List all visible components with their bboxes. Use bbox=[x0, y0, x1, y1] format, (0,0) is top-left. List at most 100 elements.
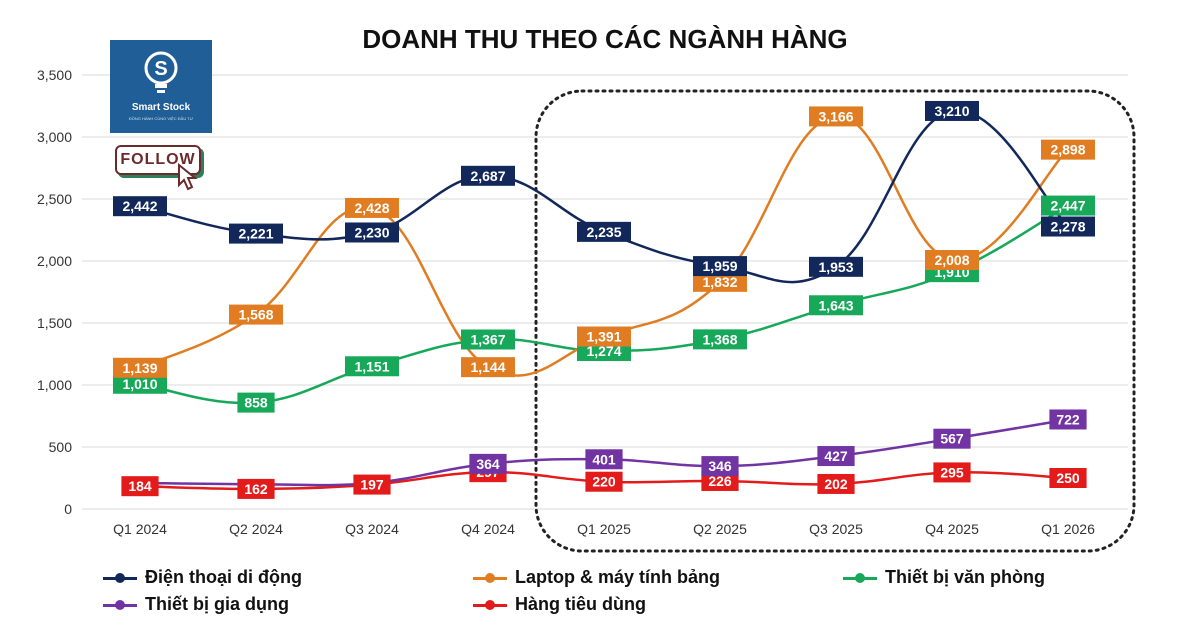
data-label-box bbox=[237, 478, 275, 499]
x-tick-label: Q4 2024 bbox=[461, 521, 515, 537]
data-label: 184 bbox=[128, 478, 152, 494]
x-tick-label: Q3 2025 bbox=[809, 521, 863, 537]
data-label-box bbox=[817, 446, 855, 467]
data-label-box bbox=[121, 476, 159, 497]
data-label-box bbox=[577, 221, 631, 242]
data-label-box bbox=[345, 197, 399, 218]
data-label-box bbox=[353, 474, 391, 495]
y-tick-label: 1,500 bbox=[37, 315, 72, 331]
data-label: 2,428 bbox=[354, 200, 389, 216]
legend-item-tieu-dung: Hàng tiêu dùng bbox=[473, 594, 646, 615]
logo-tagline: ĐỒNG HÀNH CÙNG VIỆC ĐẦU TƯ bbox=[128, 116, 194, 121]
data-label: 2,230 bbox=[354, 224, 389, 240]
data-label: 2,442 bbox=[122, 198, 157, 214]
follow-label: FOLLOW bbox=[120, 151, 196, 168]
data-label-box bbox=[693, 256, 747, 277]
data-label-box bbox=[345, 356, 399, 377]
data-label: 2,447 bbox=[1050, 198, 1085, 214]
data-label-box bbox=[113, 373, 167, 394]
legend-item-van-phong: Thiết bị văn phòng bbox=[843, 567, 1045, 588]
data-label-box bbox=[1041, 216, 1095, 237]
data-label: 427 bbox=[824, 448, 848, 464]
legend-label: Thiết bị gia dụng bbox=[145, 594, 289, 614]
data-label: 364 bbox=[476, 456, 500, 472]
data-label-box bbox=[469, 453, 507, 474]
data-label-box bbox=[925, 100, 979, 121]
chart-title: DOANH THU THEO CÁC NGÀNH HÀNG bbox=[362, 24, 848, 54]
x-tick-label: Q1 2024 bbox=[113, 521, 167, 537]
data-label-box bbox=[693, 271, 747, 292]
y-tick-label: 3,000 bbox=[37, 129, 72, 145]
data-label: 858 bbox=[244, 395, 268, 411]
data-label-box bbox=[461, 165, 515, 186]
data-label: 202 bbox=[824, 476, 848, 492]
x-tick-label: Q4 2025 bbox=[925, 521, 979, 537]
data-label-box bbox=[925, 250, 979, 271]
data-label: 1,568 bbox=[238, 307, 273, 323]
logo-name: Smart Stock bbox=[131, 102, 191, 113]
data-label: 401 bbox=[592, 451, 616, 467]
data-label-box bbox=[809, 256, 863, 277]
data-label: 226 bbox=[708, 473, 732, 489]
data-label: 1,144 bbox=[470, 359, 505, 375]
legend-label: Thiết bị văn phòng bbox=[885, 567, 1045, 587]
legend-label: Laptop & máy tính bảng bbox=[515, 567, 720, 587]
data-label: 2,278 bbox=[1050, 219, 1085, 235]
data-label: 2,235 bbox=[586, 224, 621, 240]
x-tick-label: Q2 2025 bbox=[693, 521, 747, 537]
follow-button[interactable]: FOLLOW bbox=[115, 145, 201, 191]
y-tick-label: 0 bbox=[64, 501, 72, 517]
legend-item-laptop: Laptop & máy tính bảng bbox=[473, 567, 720, 588]
data-label: 1,953 bbox=[818, 259, 853, 275]
data-label-box bbox=[577, 326, 631, 347]
x-tick-label: Q3 2024 bbox=[345, 521, 399, 537]
data-label: 1,391 bbox=[586, 329, 621, 345]
data-label: 295 bbox=[940, 464, 964, 480]
data-label: 1,367 bbox=[470, 331, 505, 347]
x-tick-label: Q1 2026 bbox=[1041, 521, 1095, 537]
data-label-box bbox=[461, 357, 515, 378]
data-label-box bbox=[693, 329, 747, 350]
data-label: 1,368 bbox=[702, 331, 737, 347]
data-label: 722 bbox=[1056, 411, 1080, 427]
data-label: 1,643 bbox=[818, 297, 853, 313]
data-label-box bbox=[809, 106, 863, 127]
data-label-box bbox=[933, 428, 971, 449]
data-label-box bbox=[1049, 409, 1087, 430]
x-tick-label: Q2 2024 bbox=[229, 521, 283, 537]
lightbulb-icon: S bbox=[144, 51, 178, 93]
data-label: 1,139 bbox=[122, 360, 157, 376]
y-tick-label: 500 bbox=[49, 439, 73, 455]
data-label-box bbox=[585, 471, 623, 492]
data-label-box bbox=[809, 295, 863, 316]
y-tick-label: 1,000 bbox=[37, 377, 72, 393]
legend-label: Điện thoại di động bbox=[145, 567, 302, 587]
data-label: 346 bbox=[708, 458, 732, 474]
data-label: 3,210 bbox=[934, 103, 969, 119]
data-label: 1,274 bbox=[586, 343, 621, 359]
data-label-box bbox=[345, 222, 399, 243]
data-label-box bbox=[817, 473, 855, 494]
data-label: 250 bbox=[1056, 470, 1080, 486]
data-label-box bbox=[933, 462, 971, 483]
data-label: 2,008 bbox=[934, 252, 969, 268]
data-label: 2,898 bbox=[1050, 142, 1085, 158]
legend-item-gia-dung: Thiết bị gia dụng bbox=[103, 594, 289, 615]
smart-stock-logo: S Smart Stock ĐỒNG HÀNH CÙNG VIỆC ĐẦU TƯ bbox=[110, 40, 212, 133]
data-label-box bbox=[1041, 195, 1095, 216]
x-tick-label: Q1 2025 bbox=[577, 521, 631, 537]
data-label: 1,010 bbox=[122, 376, 157, 392]
data-label-box bbox=[229, 223, 283, 244]
data-label: 1,832 bbox=[702, 274, 737, 290]
cursor-icon bbox=[178, 163, 198, 191]
data-label: 2,687 bbox=[470, 168, 505, 184]
data-label-box bbox=[701, 456, 739, 477]
y-tick-label: 2,000 bbox=[37, 253, 72, 269]
highlight-box bbox=[534, 89, 1136, 553]
data-label: 567 bbox=[940, 431, 964, 447]
y-tick-label: 3,500 bbox=[37, 67, 72, 83]
data-label-box bbox=[113, 196, 167, 217]
data-label: 1,959 bbox=[702, 258, 737, 274]
data-label: 1,151 bbox=[354, 358, 389, 374]
